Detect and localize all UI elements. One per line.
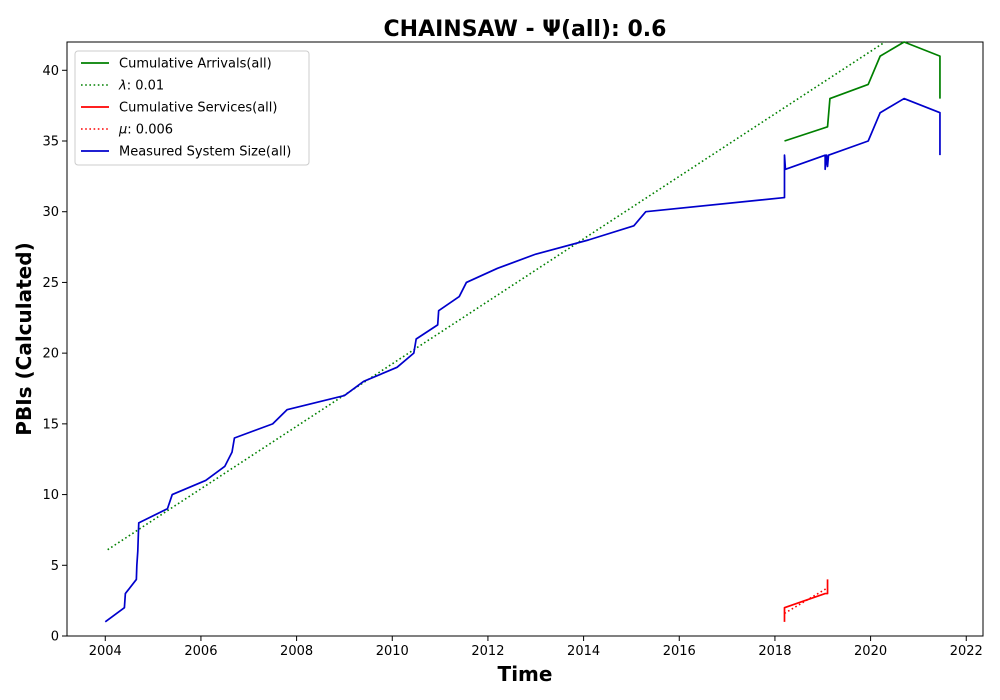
y-tick-label: 10 xyxy=(42,488,59,503)
series-line-2 xyxy=(783,579,829,622)
y-tick-label: 35 xyxy=(42,135,59,150)
x-tick-label: 2006 xyxy=(184,644,217,659)
plot-frame xyxy=(66,41,984,637)
legend-label-3: μ: 0.006 xyxy=(118,123,173,138)
x-tick-label: 2022 xyxy=(950,644,983,659)
x-tick-label: 2020 xyxy=(854,644,887,659)
legend: Cumulative Arrivals(all) λ: 0.01 Cumulativ… xyxy=(74,50,310,166)
legend-label-0: Cumulative Arrivals(all) xyxy=(119,57,272,72)
x-tick-label: 2014 xyxy=(567,644,600,659)
y-tick-label: 20 xyxy=(42,347,59,362)
x-tick-label: 2018 xyxy=(758,644,791,659)
legend-box xyxy=(74,50,310,166)
series-line-1 xyxy=(107,41,886,551)
x-tick-label: 2016 xyxy=(663,644,696,659)
legend-label-4: Measured System Size(all) xyxy=(119,145,291,160)
y-tick-label: 30 xyxy=(42,205,59,220)
x-tick-label: 2012 xyxy=(471,644,504,659)
x-tick-label: 2010 xyxy=(376,644,409,659)
chart-title: CHAINSAW - Ψ(all): 0.6 xyxy=(384,17,667,42)
y-axis-label: PBIs (Calculated) xyxy=(12,242,36,435)
series-line-4 xyxy=(104,97,941,623)
y-tick-label: 5 xyxy=(51,559,59,574)
series-line-0 xyxy=(784,41,941,142)
x-tick-label: 2008 xyxy=(280,644,313,659)
tick-layer: 2004 2006 2008 2010 2012 2014 2016 2018 2020 2022… xyxy=(42,64,982,659)
y-tick-label: 15 xyxy=(42,417,59,432)
y-tick-label: 0 xyxy=(51,630,59,645)
x-axis-label: Time xyxy=(498,662,553,686)
y-tick-label: 40 xyxy=(42,64,59,79)
legend-label-2: Cumulative Services(all) xyxy=(119,101,277,116)
y-tick-label: 25 xyxy=(42,276,59,291)
legend-label-1: λ: 0.01 xyxy=(118,79,164,94)
series-layer xyxy=(104,41,941,623)
x-tick-label: 2004 xyxy=(89,644,122,659)
